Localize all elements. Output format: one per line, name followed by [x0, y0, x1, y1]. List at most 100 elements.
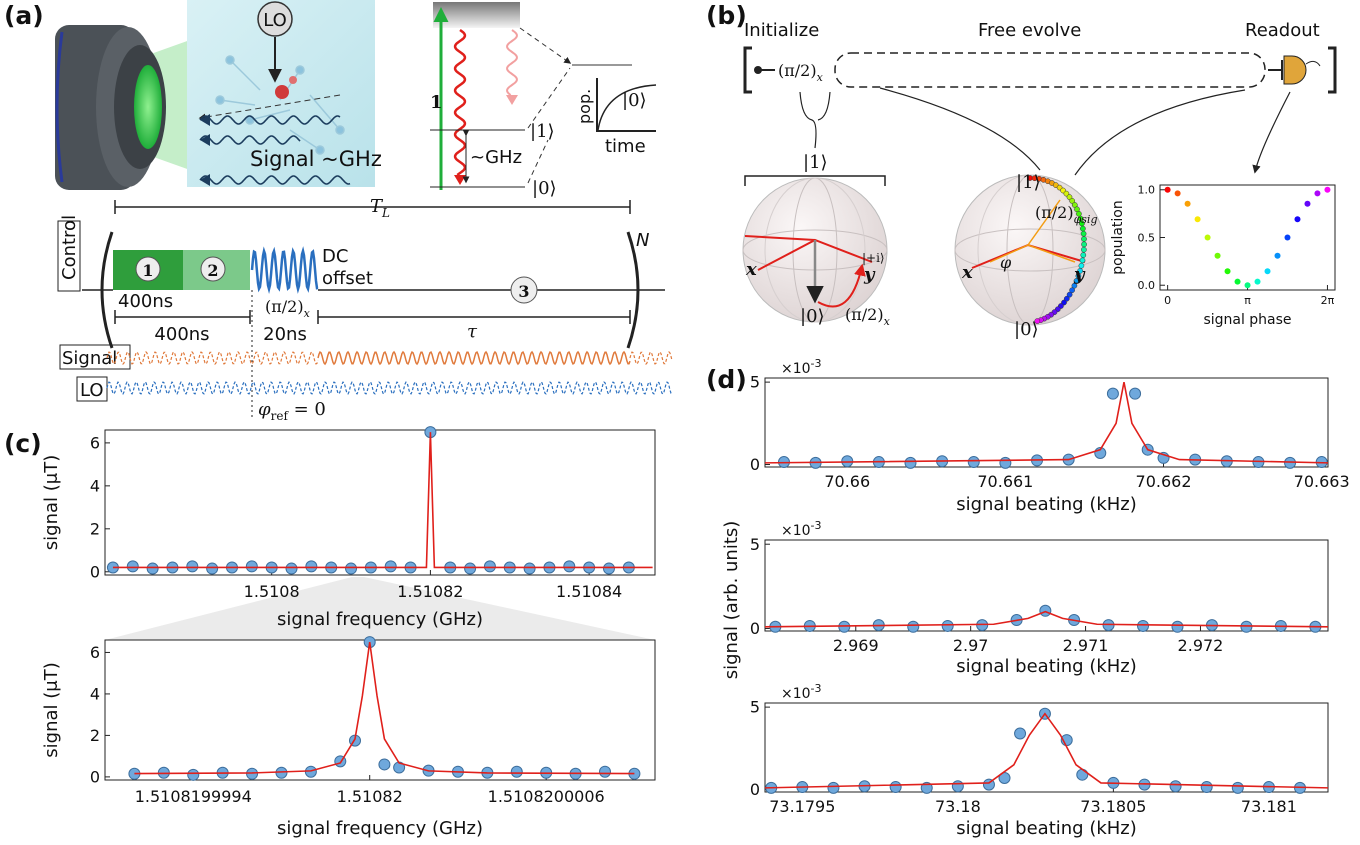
data-point	[1232, 782, 1243, 793]
y-tick-label: 0	[750, 455, 760, 474]
y-tick-label: 4	[90, 685, 100, 704]
wave	[318, 352, 630, 364]
y-tick-label: 0.0	[1138, 279, 1156, 292]
x-tick-label: 0	[1164, 294, 1171, 307]
data-point	[1215, 253, 1221, 259]
exponent-base: ×10	[781, 523, 811, 539]
stage-label: Readout	[1245, 20, 1320, 41]
data-point	[147, 563, 158, 574]
data-point	[1130, 388, 1141, 399]
data-point	[465, 563, 476, 574]
y-tick-label: 0	[90, 767, 100, 786]
data-point	[1172, 621, 1183, 632]
inset-xlabel: time	[605, 136, 646, 157]
detector	[1284, 56, 1306, 84]
x-tick-label: 2.972	[1178, 636, 1224, 655]
data-point	[511, 766, 522, 777]
data-point	[1205, 235, 1211, 241]
x-tick-label: 73.1805	[1080, 797, 1146, 816]
x-axis-label: signal frequency (GHz)	[277, 818, 483, 839]
pulse-sub: x	[884, 315, 891, 328]
x-tick-label: 2π	[1321, 294, 1335, 307]
data-point	[1195, 216, 1201, 222]
x-tick-label: 2.97	[953, 636, 989, 655]
data-point	[1165, 187, 1171, 193]
x-tick-label: 1.5108200006	[488, 787, 605, 806]
data-point	[1255, 279, 1261, 285]
x-axis-label: signal beating (kHz)	[956, 656, 1137, 677]
step-label: 1	[142, 261, 153, 280]
y-tick-label: 0	[750, 619, 760, 638]
trajectory-dot	[1081, 253, 1086, 258]
bloch-sphere	[743, 178, 887, 322]
decay-head	[506, 95, 518, 105]
chart: 2.9692.972.9712.97205signal beating (kHz…	[750, 519, 1328, 677]
ket-label: |0⟩	[532, 178, 557, 199]
control-label: Control	[59, 215, 80, 280]
data-point	[484, 561, 495, 572]
y-axis-label: signal (μT)	[41, 455, 62, 550]
decay-wave	[455, 30, 465, 175]
duration-label: 400ns	[118, 291, 173, 312]
pulse-base: (π/2)	[1035, 203, 1074, 222]
step-label: 3	[518, 282, 529, 301]
wave	[107, 352, 318, 364]
y-tick-label: 0	[90, 562, 100, 581]
y-axis-label: signal (arb. units)	[721, 521, 742, 680]
data-point	[828, 782, 839, 793]
dashed-arrow	[520, 28, 570, 63]
duration-label: 400ns	[154, 324, 209, 345]
x-tick-label: 1.5108	[244, 582, 300, 601]
y-tick-label: 4	[90, 476, 100, 495]
x-tick-label: 70.66	[824, 472, 870, 491]
data-point	[385, 561, 396, 572]
data-point	[1077, 769, 1088, 780]
wave	[252, 251, 318, 289]
data-point	[524, 563, 535, 574]
x-axis-label: signal frequency (GHz)	[277, 609, 483, 630]
x-tick-label: 73.181	[1241, 797, 1297, 816]
exponent-sup: -3	[811, 682, 822, 695]
y-exponent: ×10-3	[781, 519, 822, 539]
signal-label: Signal ~GHz	[250, 147, 382, 171]
plot-area	[1160, 185, 1335, 290]
dc-label: offset	[322, 268, 373, 289]
x-tick-label: 1.51084	[556, 582, 622, 601]
x-tick-label: 2.971	[1063, 636, 1109, 655]
pulse-base: (π/2)	[845, 305, 884, 324]
objective-lens	[55, 25, 190, 190]
stage-label: Free evolve	[978, 20, 1081, 41]
data-point	[1245, 282, 1251, 288]
duration-label: 20ns	[263, 324, 307, 345]
circuit	[745, 48, 1335, 186]
exponent-sup: -3	[811, 357, 822, 370]
pulse-label: (π/2)x	[265, 297, 311, 320]
exponent-sup: -3	[811, 519, 822, 532]
inset-ket: |0⟩	[622, 90, 647, 111]
trajectory-dot	[1080, 258, 1085, 263]
data-point	[1107, 388, 1118, 399]
repeat-label: N	[636, 230, 649, 251]
ket-label: |0⟩	[800, 306, 825, 327]
data-point	[1294, 216, 1300, 222]
y-axis-label: signal (μT)	[41, 662, 62, 757]
state-label: |+i⟩	[862, 251, 885, 265]
data-point	[1304, 201, 1310, 207]
phase-ref-label: φref = 0	[258, 399, 326, 423]
figure: (a) (b) (c) (d) LO Signal ~GHz 1 |1⟩ |0⟩…	[0, 0, 1360, 845]
pulse-sub: x	[304, 307, 311, 320]
data-point	[1175, 190, 1181, 196]
transition-label: 1	[430, 92, 443, 113]
data-point	[1015, 728, 1026, 739]
phase-sub: ref	[271, 409, 290, 423]
band	[433, 2, 520, 28]
data-point	[1185, 201, 1191, 207]
wave	[630, 352, 672, 364]
data-point	[1201, 782, 1212, 793]
step-label: 2	[207, 261, 218, 280]
data-point	[1265, 268, 1271, 274]
x-tick-label: π	[1244, 294, 1251, 307]
data-point	[1314, 190, 1320, 196]
ket-label: |1⟩	[1016, 172, 1041, 193]
y-tick-label: 6	[90, 643, 100, 662]
